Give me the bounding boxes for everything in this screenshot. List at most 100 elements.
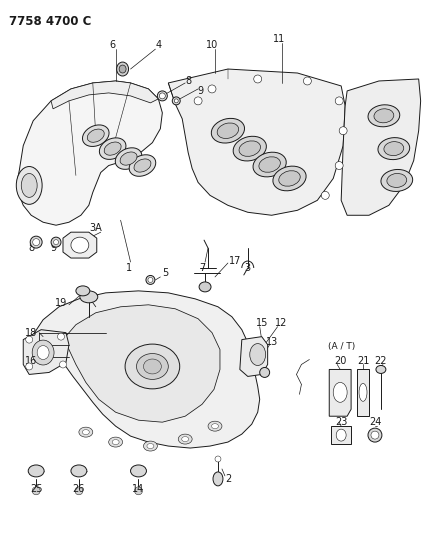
Ellipse shape	[119, 65, 126, 73]
Ellipse shape	[387, 173, 407, 188]
Ellipse shape	[33, 239, 40, 246]
Ellipse shape	[273, 166, 306, 191]
Ellipse shape	[211, 118, 244, 143]
Ellipse shape	[303, 77, 311, 85]
Text: 25: 25	[30, 484, 42, 494]
Polygon shape	[357, 369, 369, 416]
Text: 4: 4	[155, 40, 161, 50]
Polygon shape	[63, 232, 97, 258]
Ellipse shape	[32, 487, 40, 495]
Ellipse shape	[87, 129, 104, 142]
Ellipse shape	[54, 240, 59, 245]
Text: 24: 24	[369, 417, 381, 427]
Ellipse shape	[129, 155, 156, 176]
Text: 1: 1	[125, 263, 132, 273]
Ellipse shape	[109, 437, 122, 447]
Ellipse shape	[80, 291, 98, 303]
Ellipse shape	[208, 85, 216, 93]
Ellipse shape	[99, 138, 126, 159]
Polygon shape	[331, 426, 351, 444]
Ellipse shape	[59, 361, 66, 368]
Text: 22: 22	[374, 356, 387, 366]
Text: 6: 6	[110, 40, 116, 50]
Ellipse shape	[339, 127, 347, 135]
Ellipse shape	[253, 152, 286, 177]
Ellipse shape	[137, 353, 168, 379]
Ellipse shape	[215, 456, 221, 462]
Text: 23: 23	[335, 417, 348, 427]
Ellipse shape	[374, 109, 394, 123]
Polygon shape	[168, 69, 345, 215]
Ellipse shape	[104, 142, 121, 155]
Text: 7: 7	[199, 263, 205, 273]
Ellipse shape	[115, 148, 142, 169]
Ellipse shape	[371, 431, 379, 439]
Text: 9: 9	[197, 86, 203, 96]
Ellipse shape	[117, 62, 128, 76]
Ellipse shape	[71, 237, 89, 253]
Polygon shape	[341, 79, 421, 215]
Ellipse shape	[158, 91, 167, 101]
Ellipse shape	[37, 345, 49, 360]
Ellipse shape	[208, 421, 222, 431]
Ellipse shape	[194, 97, 202, 105]
Text: 20: 20	[334, 356, 346, 366]
Ellipse shape	[28, 465, 44, 477]
Ellipse shape	[21, 173, 37, 197]
Ellipse shape	[368, 428, 382, 442]
Polygon shape	[329, 369, 351, 416]
Ellipse shape	[174, 99, 178, 103]
Ellipse shape	[76, 286, 90, 296]
Ellipse shape	[199, 282, 211, 292]
Text: 2: 2	[225, 474, 231, 484]
Text: 17: 17	[229, 256, 241, 266]
Polygon shape	[51, 81, 158, 109]
Ellipse shape	[112, 440, 119, 445]
Polygon shape	[240, 337, 268, 376]
Text: 12: 12	[275, 318, 288, 328]
Ellipse shape	[147, 443, 154, 449]
Ellipse shape	[376, 366, 386, 374]
Ellipse shape	[26, 363, 33, 370]
Text: 8: 8	[28, 243, 34, 253]
Text: 16: 16	[25, 356, 37, 366]
Text: 26: 26	[73, 484, 85, 494]
Polygon shape	[23, 330, 69, 375]
Ellipse shape	[279, 171, 300, 186]
Ellipse shape	[333, 382, 347, 402]
Ellipse shape	[134, 487, 143, 495]
Ellipse shape	[148, 278, 153, 282]
Ellipse shape	[211, 424, 218, 429]
Text: 15: 15	[256, 318, 268, 328]
Ellipse shape	[172, 97, 180, 105]
Text: 9: 9	[50, 243, 56, 253]
Ellipse shape	[125, 344, 180, 389]
Ellipse shape	[83, 125, 109, 147]
Ellipse shape	[57, 333, 65, 340]
Polygon shape	[17, 81, 162, 225]
Ellipse shape	[131, 465, 146, 477]
Text: 11: 11	[273, 34, 286, 44]
Ellipse shape	[384, 142, 404, 156]
Ellipse shape	[143, 441, 158, 451]
Ellipse shape	[143, 359, 161, 374]
Text: 10: 10	[206, 40, 218, 50]
Ellipse shape	[213, 472, 223, 486]
Ellipse shape	[368, 105, 400, 127]
Text: 13: 13	[265, 337, 278, 346]
Ellipse shape	[159, 93, 165, 99]
Ellipse shape	[335, 97, 343, 105]
Ellipse shape	[378, 138, 410, 159]
Text: (A / T): (A / T)	[327, 342, 355, 351]
Ellipse shape	[239, 141, 261, 156]
Polygon shape	[33, 291, 260, 448]
Ellipse shape	[16, 166, 42, 204]
Ellipse shape	[26, 336, 33, 343]
Ellipse shape	[75, 487, 83, 495]
Ellipse shape	[217, 123, 239, 139]
Text: 19: 19	[55, 298, 67, 308]
Ellipse shape	[32, 340, 54, 365]
Ellipse shape	[233, 136, 266, 161]
Text: 18: 18	[25, 328, 37, 337]
Ellipse shape	[259, 157, 280, 172]
